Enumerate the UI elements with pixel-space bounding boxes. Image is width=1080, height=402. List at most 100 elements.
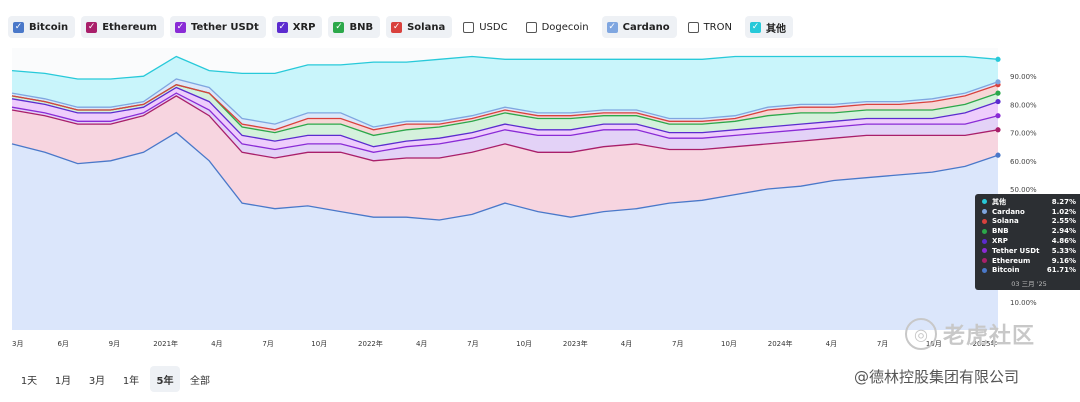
legend-item-solana[interactable]: ✓ Solana bbox=[386, 16, 453, 38]
legend-item-label: Tether USDt bbox=[190, 21, 259, 33]
tooltip-rows: 其他 8.27% Cardano 1.02% Solana 2.55% BNB 2.94% XR… bbox=[982, 197, 1076, 275]
end-point-bnb bbox=[995, 90, 1001, 96]
end-point-ethereum bbox=[995, 127, 1001, 133]
legend-item-bitcoin[interactable]: ✓ Bitcoin bbox=[8, 16, 76, 38]
x-tick-label: 7月 bbox=[877, 340, 888, 348]
x-tick-label: 2025年 bbox=[973, 339, 998, 348]
series-dot-icon bbox=[982, 209, 987, 215]
legend-item-label: XRP bbox=[292, 21, 316, 33]
x-tick-label: 2022年 bbox=[358, 339, 383, 348]
tooltip-row: BNB 2.94% bbox=[982, 226, 1076, 236]
x-tick-label: 7月 bbox=[672, 340, 683, 348]
x-tick-label: 6月 bbox=[57, 340, 68, 348]
legend-item-label: 其他 bbox=[766, 23, 786, 35]
line-solana bbox=[11, 84, 999, 131]
x-tick-label: 2023年 bbox=[563, 339, 588, 348]
x-tick-label: 9月 bbox=[109, 340, 120, 348]
legend-item-tether-usdt[interactable]: ✓ Tether USDt bbox=[169, 16, 266, 38]
y-tick-label: 90.00% bbox=[1010, 73, 1037, 81]
legend-item-label: TRON bbox=[703, 21, 732, 33]
checkbox-checked-icon[interactable]: ✓ bbox=[174, 21, 186, 33]
tooltip-series-value: 61.71% bbox=[1046, 266, 1076, 275]
legend-item-tron[interactable]: TRON bbox=[682, 16, 739, 38]
end-point-xrp bbox=[995, 98, 1001, 105]
area-item-0 bbox=[12, 56, 998, 127]
legend-item-label: Solana bbox=[407, 21, 446, 33]
legend-item-xrp[interactable]: ✓ XRP bbox=[271, 16, 323, 38]
y-tick-label: 70.00% bbox=[1010, 130, 1037, 138]
range-button-4[interactable]: 5年 bbox=[150, 366, 180, 392]
line-xrp bbox=[11, 86, 999, 148]
x-tick-label: 2021年 bbox=[153, 339, 178, 348]
legend-item-label: Dogecoin bbox=[541, 21, 589, 33]
tooltip-series-name: Solana bbox=[992, 217, 1019, 226]
chart-areas bbox=[11, 55, 999, 330]
range-button-3[interactable]: 1年 bbox=[122, 375, 140, 387]
series-dot-icon bbox=[982, 248, 987, 254]
checkbox-unchecked-icon[interactable] bbox=[463, 21, 475, 33]
legend: ✓ Bitcoin ✓ Ethereum ✓ Tether USDt ✓ XRP ✓ BNB ✓ So… bbox=[8, 15, 793, 39]
x-tick-label: 4月 bbox=[621, 340, 632, 348]
checkbox-checked-icon[interactable]: ✓ bbox=[391, 21, 403, 33]
range-button-2[interactable]: 3月 bbox=[88, 375, 106, 387]
line-tether-usdt bbox=[11, 92, 999, 153]
tooltip-series-value: 5.33% bbox=[1051, 246, 1076, 255]
tooltip-row: Solana 2.55% bbox=[982, 217, 1076, 227]
checkbox-checked-icon[interactable]: ✓ bbox=[333, 21, 345, 33]
tooltip-row: 其他 8.27% bbox=[982, 197, 1076, 207]
x-tick-label: 10月 bbox=[516, 340, 532, 348]
y-tick-label: 10.00% bbox=[1010, 299, 1037, 307]
legend-item-ethereum[interactable]: ✓ Ethereum bbox=[81, 16, 164, 38]
checkbox-unchecked-icon[interactable] bbox=[525, 21, 537, 33]
watermark-text: 老虎社区 bbox=[943, 324, 1036, 349]
range-button-1[interactable]: 1月 bbox=[54, 375, 72, 387]
chart-tooltip: 其他 8.27% Cardano 1.02% Solana 2.55% BNB 2.94% XR… bbox=[975, 194, 1080, 290]
tooltip-row: Tether USDt 5.33% bbox=[982, 246, 1076, 256]
legend-item-bnb[interactable]: ✓ BNB bbox=[328, 16, 381, 38]
tooltip-series-value: 1.02% bbox=[1051, 207, 1076, 216]
end-point-cardano bbox=[995, 79, 1001, 85]
series-dot-icon bbox=[982, 228, 987, 234]
checkbox-checked-icon[interactable]: ✓ bbox=[276, 21, 288, 33]
tooltip-series-name: Ethereum bbox=[992, 256, 1031, 265]
time-range-selector: 1天 1月 3月 1年 5年 全部 bbox=[14, 366, 216, 392]
checkbox-checked-icon[interactable]: ✓ bbox=[606, 21, 618, 33]
range-button-5[interactable]: 全部 bbox=[190, 375, 210, 387]
x-tick-label: 10月 bbox=[926, 340, 942, 348]
tooltip-series-name: Cardano bbox=[992, 207, 1025, 216]
x-tick-label: 10月 bbox=[311, 340, 327, 348]
x-tick-label: 10月 bbox=[721, 340, 737, 348]
area-tether-usdt bbox=[12, 93, 998, 161]
checkbox-checked-icon[interactable]: ✓ bbox=[13, 21, 24, 33]
legend-item-label: Ethereum bbox=[102, 21, 157, 33]
end-point-item-7 bbox=[995, 56, 1001, 62]
y-tick-label: 50.00% bbox=[1010, 186, 1037, 194]
watermark: ◎ 老虎社区 bbox=[905, 318, 1035, 350]
tooltip-series-value: 9.16% bbox=[1051, 256, 1076, 265]
x-tick-label: 4月 bbox=[826, 340, 837, 348]
tooltip-date: 03 三月 '25 bbox=[1011, 280, 1047, 289]
range-button-0[interactable]: 1天 bbox=[20, 375, 38, 387]
legend-item-cardano[interactable]: ✓ Cardano bbox=[601, 16, 677, 38]
tooltip-series-name: XRP bbox=[992, 237, 1008, 246]
x-axis-ticks: 3月 6月 9月 2021年 4月 7月 10月 2022年 4月 7月 10月 2023年 4月 7月 1… bbox=[12, 339, 997, 348]
legend-item-label: BNB bbox=[349, 21, 374, 33]
checkbox-checked-icon[interactable]: ✓ bbox=[86, 21, 98, 33]
x-tick-label: 4月 bbox=[211, 340, 222, 348]
tooltip-series-value: 2.55% bbox=[1051, 217, 1076, 226]
line-cardano bbox=[11, 78, 999, 128]
legend-item-dogecoin[interactable]: Dogecoin bbox=[520, 16, 596, 38]
series-dot-icon bbox=[982, 218, 987, 224]
chart-end-dots bbox=[995, 56, 1001, 158]
legend-item-usdc[interactable]: USDC bbox=[458, 16, 515, 38]
checkbox-checked-icon[interactable]: ✓ bbox=[750, 21, 761, 33]
tooltip-series-value: 8.27% bbox=[1051, 197, 1076, 206]
tooltip-row: XRP 4.86% bbox=[982, 236, 1076, 246]
series-dot-icon bbox=[982, 267, 987, 273]
legend-item-item-10[interactable]: ✓ 其他 bbox=[745, 16, 793, 38]
x-tick-label: 7月 bbox=[467, 340, 478, 348]
checkbox-unchecked-icon[interactable] bbox=[687, 21, 699, 33]
tooltip-row: Ethereum 9.16% bbox=[982, 256, 1076, 266]
x-tick-label: 4月 bbox=[416, 340, 427, 348]
